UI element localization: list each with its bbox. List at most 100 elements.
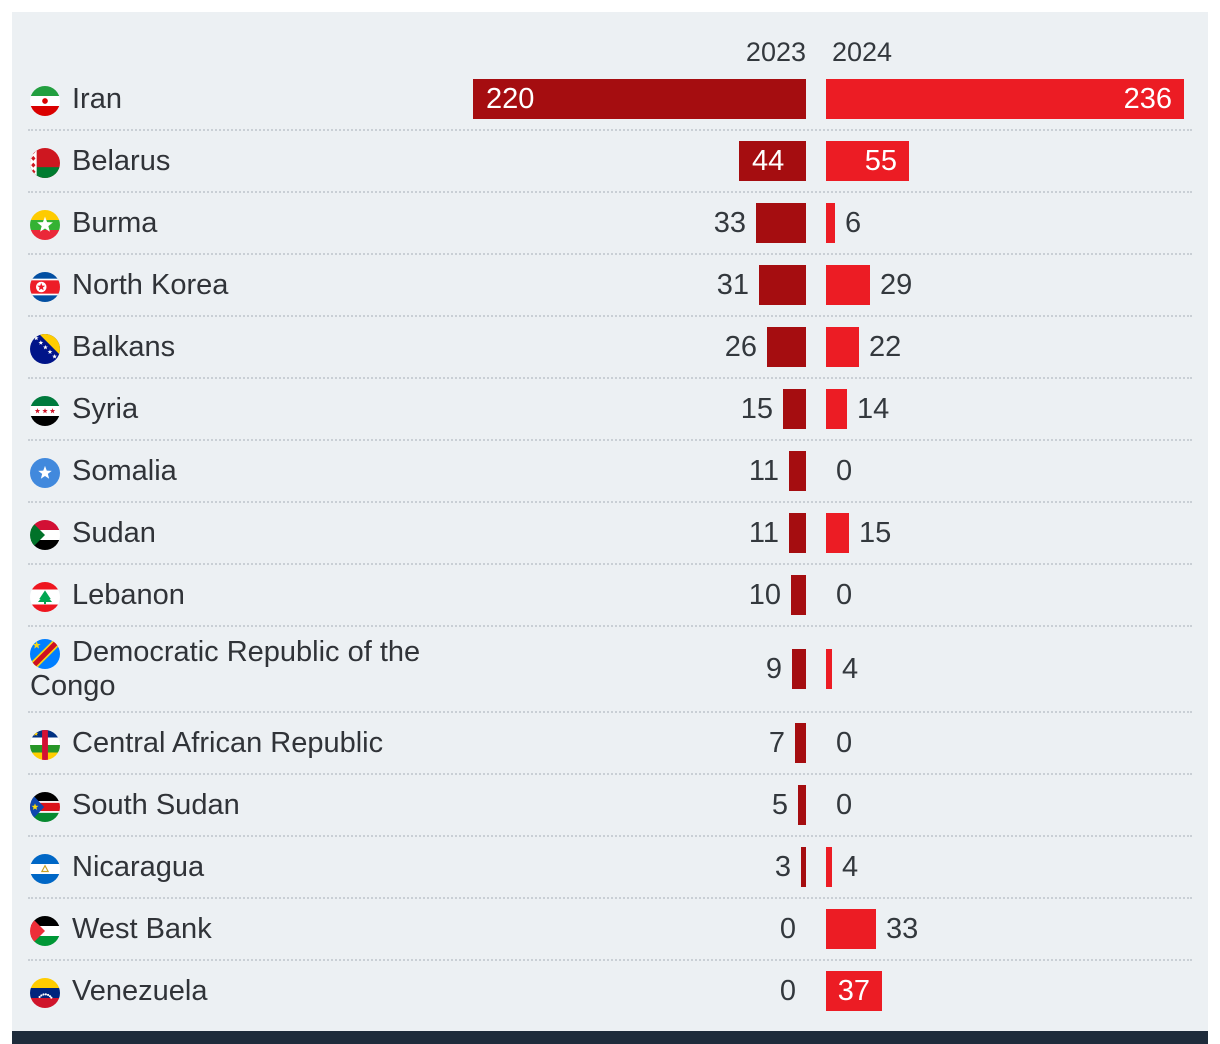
chart-rows: Iran 220 236 Belarus 44 55 Burma 33 6 North Korea… [12, 68, 1208, 1022]
table-row: Syria 15 14 [12, 378, 1208, 441]
country-label: South Sudan [72, 789, 240, 821]
table-row: North Korea 31 29 [12, 254, 1208, 317]
country-label: Lebanon [72, 579, 185, 611]
bar-2024 [826, 141, 909, 181]
south-sudan-flag-icon [30, 789, 72, 822]
value-2023: 5 [771, 789, 788, 821]
syria-flag-icon [30, 393, 72, 426]
country-cell: Democratic Republic of the Congo [30, 626, 460, 712]
burma-flag-icon [30, 207, 72, 240]
country-cell: Sudan [30, 502, 460, 564]
table-row: Somalia 11 0 [12, 440, 1208, 503]
bar-2023 [783, 389, 806, 429]
country-cell: Somalia [30, 440, 460, 502]
country-cell: Nicaragua [30, 836, 460, 898]
bar-2024 [826, 327, 859, 367]
value-2023: 0 [779, 975, 796, 1007]
country-cell: Balkans [30, 316, 460, 378]
table-row: West Bank 0 33 [12, 898, 1208, 961]
central-african-republic-flag-icon [30, 727, 72, 760]
footer-bar [12, 1031, 1208, 1044]
value-2023: 3 [774, 851, 791, 883]
bar-2023 [801, 847, 806, 887]
country-label: Somalia [72, 455, 177, 487]
country-label: Venezuela [72, 975, 208, 1007]
bar-2024 [826, 79, 1184, 119]
country-label: West Bank [72, 913, 212, 945]
bar-2024 [826, 971, 882, 1011]
bar-2023 [789, 451, 806, 491]
country-label: Iran [72, 83, 122, 115]
bar-2023 [473, 79, 806, 119]
bar-2023 [759, 265, 806, 305]
value-2023: 11 [748, 517, 779, 549]
bar-2023 [798, 785, 806, 825]
value-2024: 236 [1123, 83, 1172, 115]
value-2023: 33 [713, 207, 746, 239]
belarus-flag-icon [30, 145, 72, 178]
table-row: Belarus 44 55 [12, 130, 1208, 193]
column-header-2023: 2023 [745, 37, 806, 67]
country-label: Belarus [72, 145, 171, 177]
democratic-republic-of-the-congo-flag-icon [30, 636, 72, 669]
bar-2023 [791, 575, 806, 615]
bar-2023 [789, 513, 806, 553]
value-2023: 31 [716, 269, 749, 301]
value-2023: 10 [748, 579, 781, 611]
table-row: Burma 33 6 [12, 192, 1208, 255]
value-2023: 7 [768, 727, 785, 759]
value-2024: 0 [836, 789, 853, 821]
country-cell: Lebanon [30, 564, 460, 626]
value-2023: 26 [724, 331, 757, 363]
sudan-flag-icon [30, 517, 72, 550]
country-cell: South Sudan [30, 774, 460, 836]
country-cell: Venezuela [30, 960, 460, 1022]
bar-2023 [756, 203, 806, 243]
value-2024: 37 [837, 975, 870, 1007]
bar-2024 [826, 265, 870, 305]
country-label: Balkans [72, 331, 176, 363]
value-2024: 6 [845, 207, 862, 239]
bar-2023 [739, 141, 806, 181]
country-label: Nicaragua [72, 851, 205, 883]
value-2024: 4 [842, 653, 859, 685]
table-row: Lebanon 10 0 [12, 564, 1208, 627]
column-header-2024: 2024 [832, 37, 893, 67]
country-cell: Iran [30, 68, 460, 130]
value-2024: 15 [859, 517, 892, 549]
country-cell: North Korea [30, 254, 460, 316]
north-korea-flag-icon [30, 269, 72, 302]
value-2024: 33 [886, 913, 919, 945]
value-2023: 11 [748, 455, 779, 487]
table-row: South Sudan 5 0 [12, 774, 1208, 837]
somalia-flag-icon [30, 455, 72, 488]
table-row: Democratic Republic of the Congo 9 4 [12, 626, 1208, 713]
country-label: Burma [72, 207, 158, 239]
table-row: Sudan 11 15 [12, 502, 1208, 565]
country-label: Democratic Republic of the Congo [30, 636, 421, 702]
lebanon-flag-icon [30, 579, 72, 612]
table-row: Central African Republic 7 0 [12, 712, 1208, 775]
value-2024: 4 [842, 851, 859, 883]
table-row: Iran 220 236 [12, 68, 1208, 131]
value-2024: 0 [836, 455, 853, 487]
country-cell: Syria [30, 378, 460, 440]
bar-2023 [792, 649, 806, 689]
value-2023: 9 [765, 653, 782, 685]
table-row: Nicaragua 3 4 [12, 836, 1208, 899]
value-2024: 55 [864, 145, 897, 177]
bar-2024 [826, 513, 849, 553]
bar-2024 [826, 649, 832, 689]
value-2024: 22 [869, 331, 902, 363]
value-2024: 14 [857, 393, 890, 425]
venezuela-flag-icon [30, 975, 72, 1008]
country-cell: West Bank [30, 898, 460, 960]
chart-panel: 2023 2024 Iran 220 236 Belarus 44 55 Burma 33 6 N… [12, 12, 1208, 1031]
value-2023: 220 [486, 83, 535, 115]
table-row: Venezuela 0 37 [12, 960, 1208, 1022]
value-2024: 0 [836, 579, 853, 611]
country-cell: Burma [30, 192, 460, 254]
country-label: North Korea [72, 269, 229, 301]
bar-2024 [826, 909, 876, 949]
